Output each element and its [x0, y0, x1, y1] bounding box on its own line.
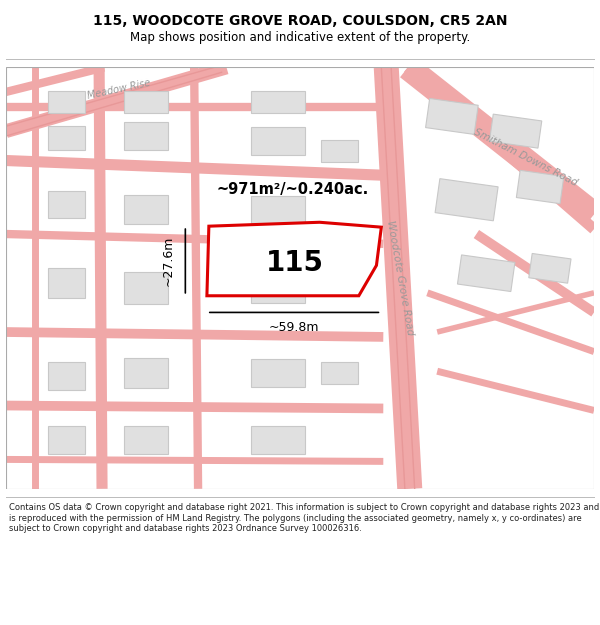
Bar	[320, 140, 358, 161]
Text: ~27.6m: ~27.6m	[161, 236, 174, 286]
Bar	[251, 91, 305, 112]
Bar	[529, 254, 571, 283]
Bar	[124, 195, 168, 224]
Bar	[124, 272, 168, 304]
Polygon shape	[207, 222, 382, 296]
Bar	[517, 171, 564, 204]
Bar	[320, 258, 358, 279]
Bar	[251, 196, 305, 223]
Text: Woodcote Grove Road: Woodcote Grove Road	[385, 220, 415, 336]
Bar	[48, 191, 85, 218]
Bar	[124, 426, 168, 454]
Bar	[320, 362, 358, 384]
Text: 115: 115	[266, 249, 324, 278]
Bar	[48, 91, 85, 112]
Text: Meadow Rise: Meadow Rise	[86, 78, 151, 101]
Bar	[124, 91, 168, 112]
Bar	[48, 268, 85, 298]
Bar	[490, 114, 542, 148]
Text: Map shows position and indicative extent of the property.: Map shows position and indicative extent…	[130, 31, 470, 44]
Text: Contains OS data © Crown copyright and database right 2021. This information is : Contains OS data © Crown copyright and d…	[9, 503, 599, 533]
Bar	[124, 359, 168, 388]
Text: 115, WOODCOTE GROVE ROAD, COULSDON, CR5 2AN: 115, WOODCOTE GROVE ROAD, COULSDON, CR5 …	[93, 14, 507, 28]
Bar	[425, 99, 478, 134]
Text: ~971m²/~0.240ac.: ~971m²/~0.240ac.	[217, 182, 369, 198]
Text: ~59.8m: ~59.8m	[269, 321, 319, 334]
Bar	[48, 362, 85, 390]
Bar	[251, 273, 305, 302]
Bar	[124, 122, 168, 150]
Bar	[251, 426, 305, 454]
Text: Smitham Downs Road: Smitham Downs Road	[472, 127, 579, 188]
Bar	[48, 126, 85, 150]
Bar	[251, 127, 305, 154]
Bar	[48, 426, 85, 454]
Bar	[457, 255, 515, 291]
Bar	[435, 179, 498, 221]
Bar	[251, 359, 305, 387]
